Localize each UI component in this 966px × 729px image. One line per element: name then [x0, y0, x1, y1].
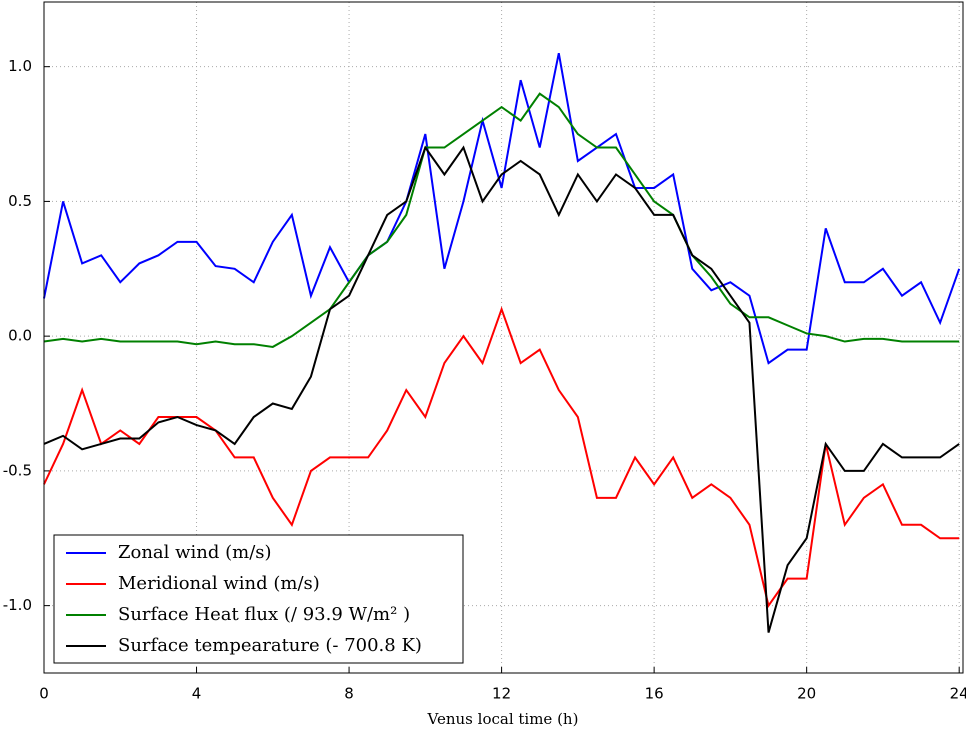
series-line	[43, 92, 960, 348]
x-tick-label: 4	[192, 685, 202, 703]
y-tick-label: -1.0	[3, 596, 32, 614]
x-tick-label: 24	[950, 685, 966, 703]
series-line	[43, 53, 961, 365]
series-line	[43, 145, 960, 633]
y-tick-label: 1.0	[8, 57, 32, 75]
plot-frame	[43, 1, 964, 674]
x-tick-label: 16	[645, 685, 664, 703]
x-axis-label: Venus local time (h)	[427, 710, 579, 728]
legend-box	[53, 534, 464, 664]
x-tick-label: 0	[39, 685, 49, 703]
x-tick-label: 20	[797, 685, 816, 703]
series-line	[43, 306, 960, 609]
y-tick-label: 0.5	[8, 192, 32, 210]
legend-label: Zonal wind (m/s)	[118, 542, 272, 563]
y-tick-label: -0.5	[3, 461, 32, 479]
y-tick-label: 0.0	[8, 327, 32, 345]
x-tick-label: 12	[492, 685, 511, 703]
x-tick-label: 8	[344, 685, 354, 703]
legend-label: Surface Heat flux (/ 93.9 W/m² )	[118, 604, 410, 625]
legend-label: Surface tempearature (- 700.8 K)	[118, 635, 422, 656]
legend-label: Meridional wind (m/s)	[118, 573, 320, 594]
